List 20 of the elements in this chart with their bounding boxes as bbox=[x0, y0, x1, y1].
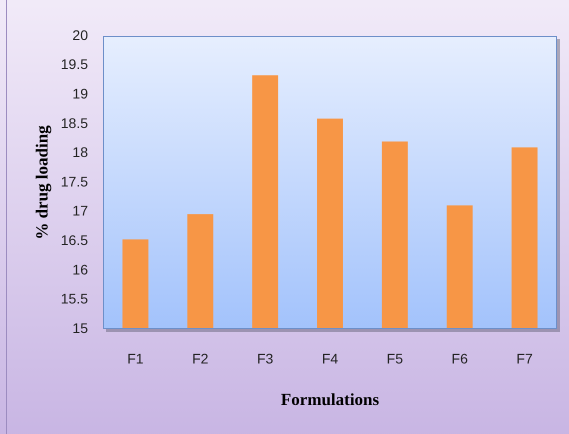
y-tick-label: 20 bbox=[72, 26, 88, 43]
y-axis-title: % drug loading bbox=[32, 124, 52, 240]
y-tick-label: 18.5 bbox=[60, 114, 88, 131]
y-tick-label: 17.5 bbox=[60, 173, 88, 190]
x-tick-label: F3 bbox=[256, 350, 274, 366]
y-tick-label: 18 bbox=[72, 144, 88, 160]
y-tick-label: 19.5 bbox=[60, 56, 88, 72]
x-axis-title: Formulations bbox=[280, 390, 380, 410]
x-tick-label: F5 bbox=[386, 350, 404, 366]
y-tick-label: 15.5 bbox=[60, 290, 88, 307]
x-tick-label: F1 bbox=[127, 350, 144, 366]
x-tick-label: F6 bbox=[452, 350, 468, 366]
y-tick-label: 16.5 bbox=[60, 232, 88, 248]
y-tick-label: 17 bbox=[72, 202, 88, 219]
x-tick-label: F7 bbox=[516, 350, 533, 366]
x-tick-label: F2 bbox=[192, 350, 209, 366]
x-tick-label: F4 bbox=[322, 350, 338, 366]
y-tick-label: 15 bbox=[72, 320, 88, 336]
y-tick-label: 19 bbox=[72, 85, 88, 102]
y-tick-label: 16 bbox=[72, 261, 88, 278]
